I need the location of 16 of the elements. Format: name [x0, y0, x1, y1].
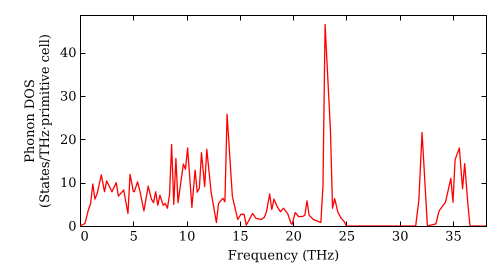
x-tick-label: 0	[80, 230, 89, 244]
x-tick-label: 20	[285, 230, 302, 244]
y-tick-label: 20	[60, 132, 76, 148]
x-tick-label: 35	[445, 230, 462, 244]
y-tick-label: 30	[60, 90, 76, 105]
x-tick-label: 5	[130, 230, 138, 244]
x-tick-label: 10	[178, 230, 196, 244]
y-tick-label: 0	[68, 220, 76, 234]
line-series	[80, 24, 486, 226]
y-tick-label: 10	[60, 176, 76, 192]
x-tick-label: 25	[338, 230, 356, 244]
x-tick-label: 15	[232, 230, 249, 244]
x-axis-title: Frequency (THz)	[228, 248, 340, 264]
y-tick-label: 40	[60, 46, 76, 62]
x-tick-label: 30	[392, 230, 408, 244]
y-axis-title: Phonon DOS (States/THz·primitive cell)	[22, 34, 53, 208]
